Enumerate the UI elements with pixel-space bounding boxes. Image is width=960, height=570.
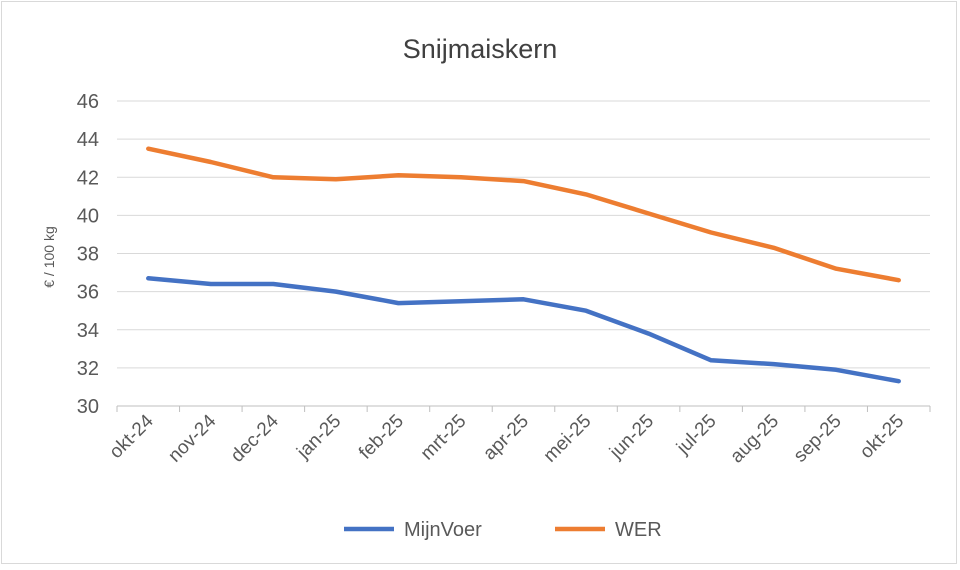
series-lines — [148, 149, 899, 382]
y-tick-36: 36 — [77, 282, 99, 304]
y-tick-32: 32 — [77, 358, 99, 380]
y-tick-44: 44 — [77, 129, 99, 151]
legend: MijnVoer WER — [344, 519, 662, 541]
y-tick-42: 42 — [77, 167, 99, 189]
x-tick-okt-25: okt-25 — [856, 411, 908, 463]
gridlines — [117, 101, 930, 368]
x-tick-nov-24: nov-24 — [164, 410, 220, 466]
y-tick-34: 34 — [77, 320, 99, 342]
y-tick-38: 38 — [77, 244, 99, 266]
x-tick-jun-25: jun-25 — [605, 411, 658, 464]
y-tick-labels: 30 32 34 36 38 40 42 44 46 — [77, 91, 99, 418]
y-tick-46: 46 — [77, 91, 99, 113]
y-tick-40: 40 — [77, 205, 99, 227]
x-tick-dec-24: dec-24 — [227, 410, 283, 466]
x-tick-aug-25: aug-25 — [726, 411, 783, 468]
x-tick-jan-25: jan-25 — [293, 411, 346, 464]
x-axis — [117, 406, 930, 412]
x-tick-apr-25: apr-25 — [479, 411, 533, 465]
chart-title: Snijmaiskern — [403, 34, 558, 64]
x-tick-okt-24: okt-24 — [106, 410, 158, 462]
x-tick-mrt-25: mrt-25 — [417, 411, 471, 465]
x-tick-jul-25: jul-25 — [672, 411, 720, 459]
x-tick-mei-25: mei-25 — [540, 411, 596, 467]
legend-label-MijnVoer: MijnVoer — [404, 519, 482, 541]
series-line-WER — [148, 149, 898, 281]
y-axis-label: € / 100 kg — [41, 226, 57, 288]
legend-label-WER: WER — [615, 519, 662, 541]
x-tick-feb-25: feb-25 — [355, 411, 408, 464]
y-tick-30: 30 — [77, 396, 99, 418]
x-tick-sep-25: sep-25 — [790, 411, 846, 467]
